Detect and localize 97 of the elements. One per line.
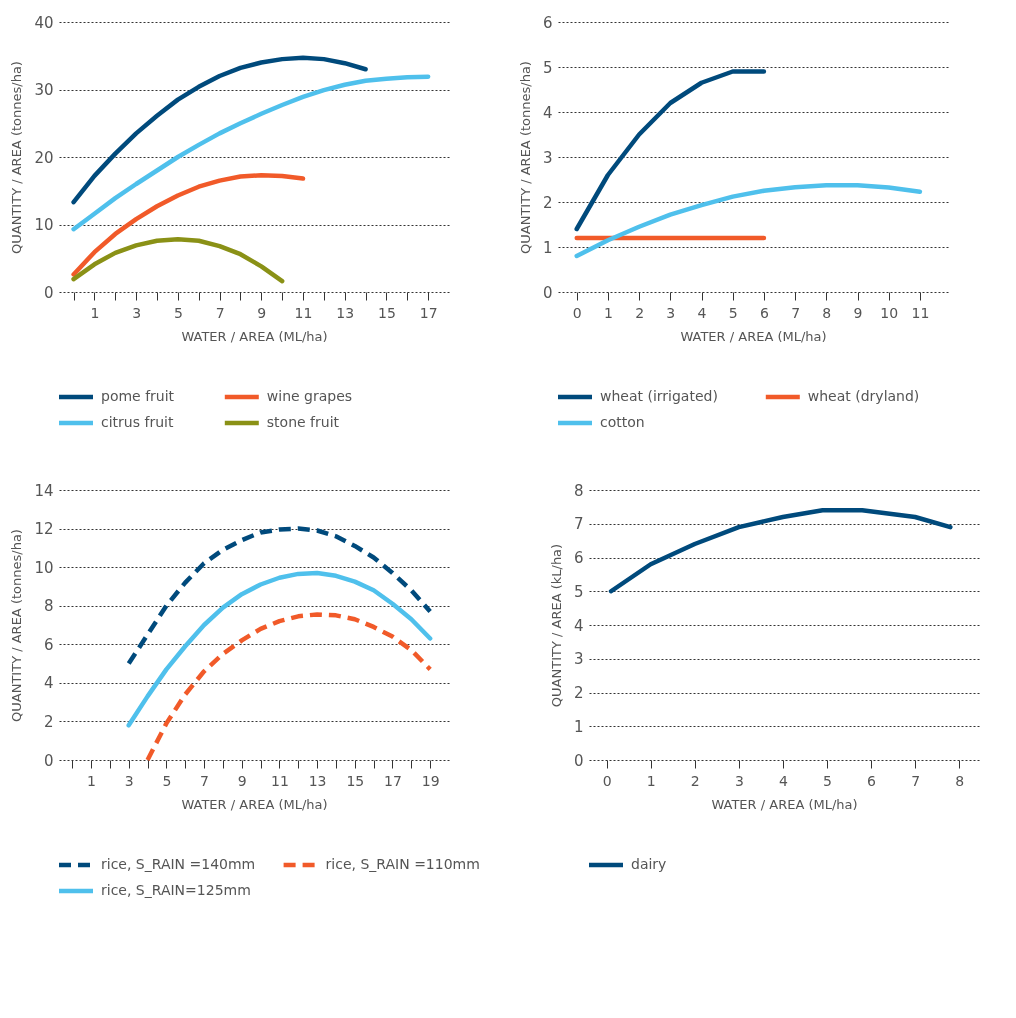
y-tick-label: 2 bbox=[43, 712, 54, 731]
x-tick-label: 1 bbox=[90, 304, 100, 321]
x-tick-label: 11 bbox=[271, 772, 289, 789]
legend-label: wheat (dryland) bbox=[807, 388, 920, 404]
y-tick-label: 6 bbox=[43, 635, 54, 654]
y-tick-label: 3 bbox=[573, 650, 584, 669]
legend-label: stone fruit bbox=[266, 414, 340, 430]
y-tick-label: 5 bbox=[573, 582, 584, 601]
line-series bbox=[126, 526, 433, 666]
x-tick-label: 11 bbox=[294, 304, 313, 321]
y-tick-label: 8 bbox=[573, 481, 584, 500]
x-tick-label: 6 bbox=[759, 304, 769, 321]
x-tick-label: 13 bbox=[308, 772, 327, 789]
x-tick-label: 9 bbox=[853, 304, 863, 321]
legend-label: rice, S_RAIN=125mm bbox=[101, 882, 251, 898]
x-tick-label: 5 bbox=[173, 304, 183, 321]
x-tick-label: 3 bbox=[132, 304, 142, 321]
legend-label: pome fruit bbox=[101, 388, 175, 404]
line-series bbox=[126, 570, 433, 728]
y-tick-label: 4 bbox=[43, 674, 54, 693]
y-tick-label: 0 bbox=[573, 751, 584, 770]
x-tick-label: 0 bbox=[602, 772, 612, 789]
x-tick-label: 3 bbox=[734, 772, 744, 789]
x-tick-label: 7 bbox=[911, 772, 921, 789]
y-tick-label: 0 bbox=[43, 751, 54, 770]
y-tick-label: 30 bbox=[34, 81, 54, 99]
x-tick-label: 9 bbox=[237, 772, 247, 789]
y-tick-label: 2 bbox=[573, 684, 584, 702]
y-tick-label: 1 bbox=[542, 238, 553, 257]
y-tick-label: 12 bbox=[34, 520, 54, 539]
y-tick-label: 1 bbox=[573, 717, 584, 736]
x-tick-label: 15 bbox=[378, 304, 396, 321]
legend-label: wheat (irrigated) bbox=[600, 388, 718, 404]
y-tick-label: 5 bbox=[542, 58, 553, 77]
x-tick-label: 10 bbox=[880, 304, 899, 321]
x-axis-title: WATER / AREA (ML/ha) bbox=[680, 328, 827, 344]
line-series bbox=[574, 183, 923, 259]
y-tick-label: 4 bbox=[573, 616, 584, 635]
line-series bbox=[71, 172, 306, 277]
x-tick-label: 17 bbox=[419, 304, 438, 321]
x-axis-title: WATER / AREA (ML/ha) bbox=[181, 328, 328, 344]
line-series bbox=[608, 508, 953, 594]
x-tick-label: 7 bbox=[791, 304, 801, 321]
y-axis-title: QUANTITY / AREA (kL/ha) bbox=[548, 543, 564, 708]
x-tick-label: 4 bbox=[778, 772, 788, 789]
x-tick-label: 4 bbox=[697, 304, 707, 321]
x-tick-label: 8 bbox=[955, 772, 965, 789]
y-axis-title: QUANTITY / AREA (tonnes/ha) bbox=[517, 61, 533, 254]
y-axis-title: QUANTITY / AREA (tonnes/ha) bbox=[9, 61, 25, 254]
legend-label: citrus fruit bbox=[101, 414, 174, 430]
y-tick-label: 20 bbox=[34, 148, 54, 167]
x-tick-label: 3 bbox=[124, 772, 134, 789]
x-tick-label: 17 bbox=[384, 772, 402, 789]
x-tick-label: 19 bbox=[421, 772, 440, 789]
x-tick-label: 5 bbox=[823, 772, 832, 789]
x-tick-label: 2 bbox=[635, 304, 645, 321]
y-tick-label: 10 bbox=[34, 216, 54, 234]
y-tick-label: 2 bbox=[542, 193, 553, 212]
y-tick-label: 3 bbox=[542, 148, 553, 167]
x-tick-label: 9 bbox=[257, 304, 267, 321]
y-tick-label: 4 bbox=[542, 103, 553, 122]
x-tick-label: 13 bbox=[336, 304, 355, 321]
legend-label: rice, S_RAIN =140mm bbox=[101, 856, 256, 872]
y-tick-label: 6 bbox=[573, 549, 584, 567]
x-tick-label: 7 bbox=[200, 772, 210, 789]
x-tick-label: 6 bbox=[867, 772, 877, 789]
x-axis-title: WATER / AREA (ML/ha) bbox=[181, 796, 328, 812]
x-tick-label: 1 bbox=[603, 304, 613, 321]
y-tick-label: 0 bbox=[542, 283, 553, 302]
x-tick-label: 2 bbox=[690, 772, 700, 789]
y-tick-label: 14 bbox=[34, 481, 54, 500]
y-tick-label: 0 bbox=[43, 283, 54, 302]
legend-label: dairy bbox=[631, 856, 667, 872]
y-axis-title: QUANTITY / AREA (tonnes/ha) bbox=[9, 529, 25, 722]
line-series bbox=[145, 612, 433, 763]
x-tick-label: 5 bbox=[162, 772, 172, 789]
y-tick-label: 8 bbox=[43, 597, 54, 616]
x-tick-label: 8 bbox=[822, 304, 832, 321]
line-series bbox=[71, 55, 368, 205]
line-series bbox=[71, 74, 431, 232]
x-tick-label: 5 bbox=[728, 304, 738, 321]
y-tick-label: 10 bbox=[34, 558, 54, 577]
x-tick-label: 3 bbox=[666, 304, 676, 321]
x-axis-title: WATER / AREA (ML/ha) bbox=[711, 796, 858, 812]
legend-label: rice, S_RAIN =110mm bbox=[325, 856, 480, 872]
x-tick-label: 1 bbox=[646, 772, 656, 789]
y-tick-label: 40 bbox=[34, 13, 54, 32]
line-series bbox=[71, 237, 285, 284]
x-tick-label: 15 bbox=[346, 772, 365, 789]
legend-label: wine grapes bbox=[266, 388, 353, 404]
x-tick-label: 11 bbox=[911, 304, 930, 321]
line-series bbox=[574, 69, 767, 232]
x-tick-label: 7 bbox=[215, 304, 225, 321]
legend-label: cotton bbox=[600, 414, 645, 430]
x-tick-label: 1 bbox=[87, 772, 96, 789]
y-tick-label: 6 bbox=[542, 13, 553, 32]
y-tick-label: 7 bbox=[573, 515, 584, 534]
